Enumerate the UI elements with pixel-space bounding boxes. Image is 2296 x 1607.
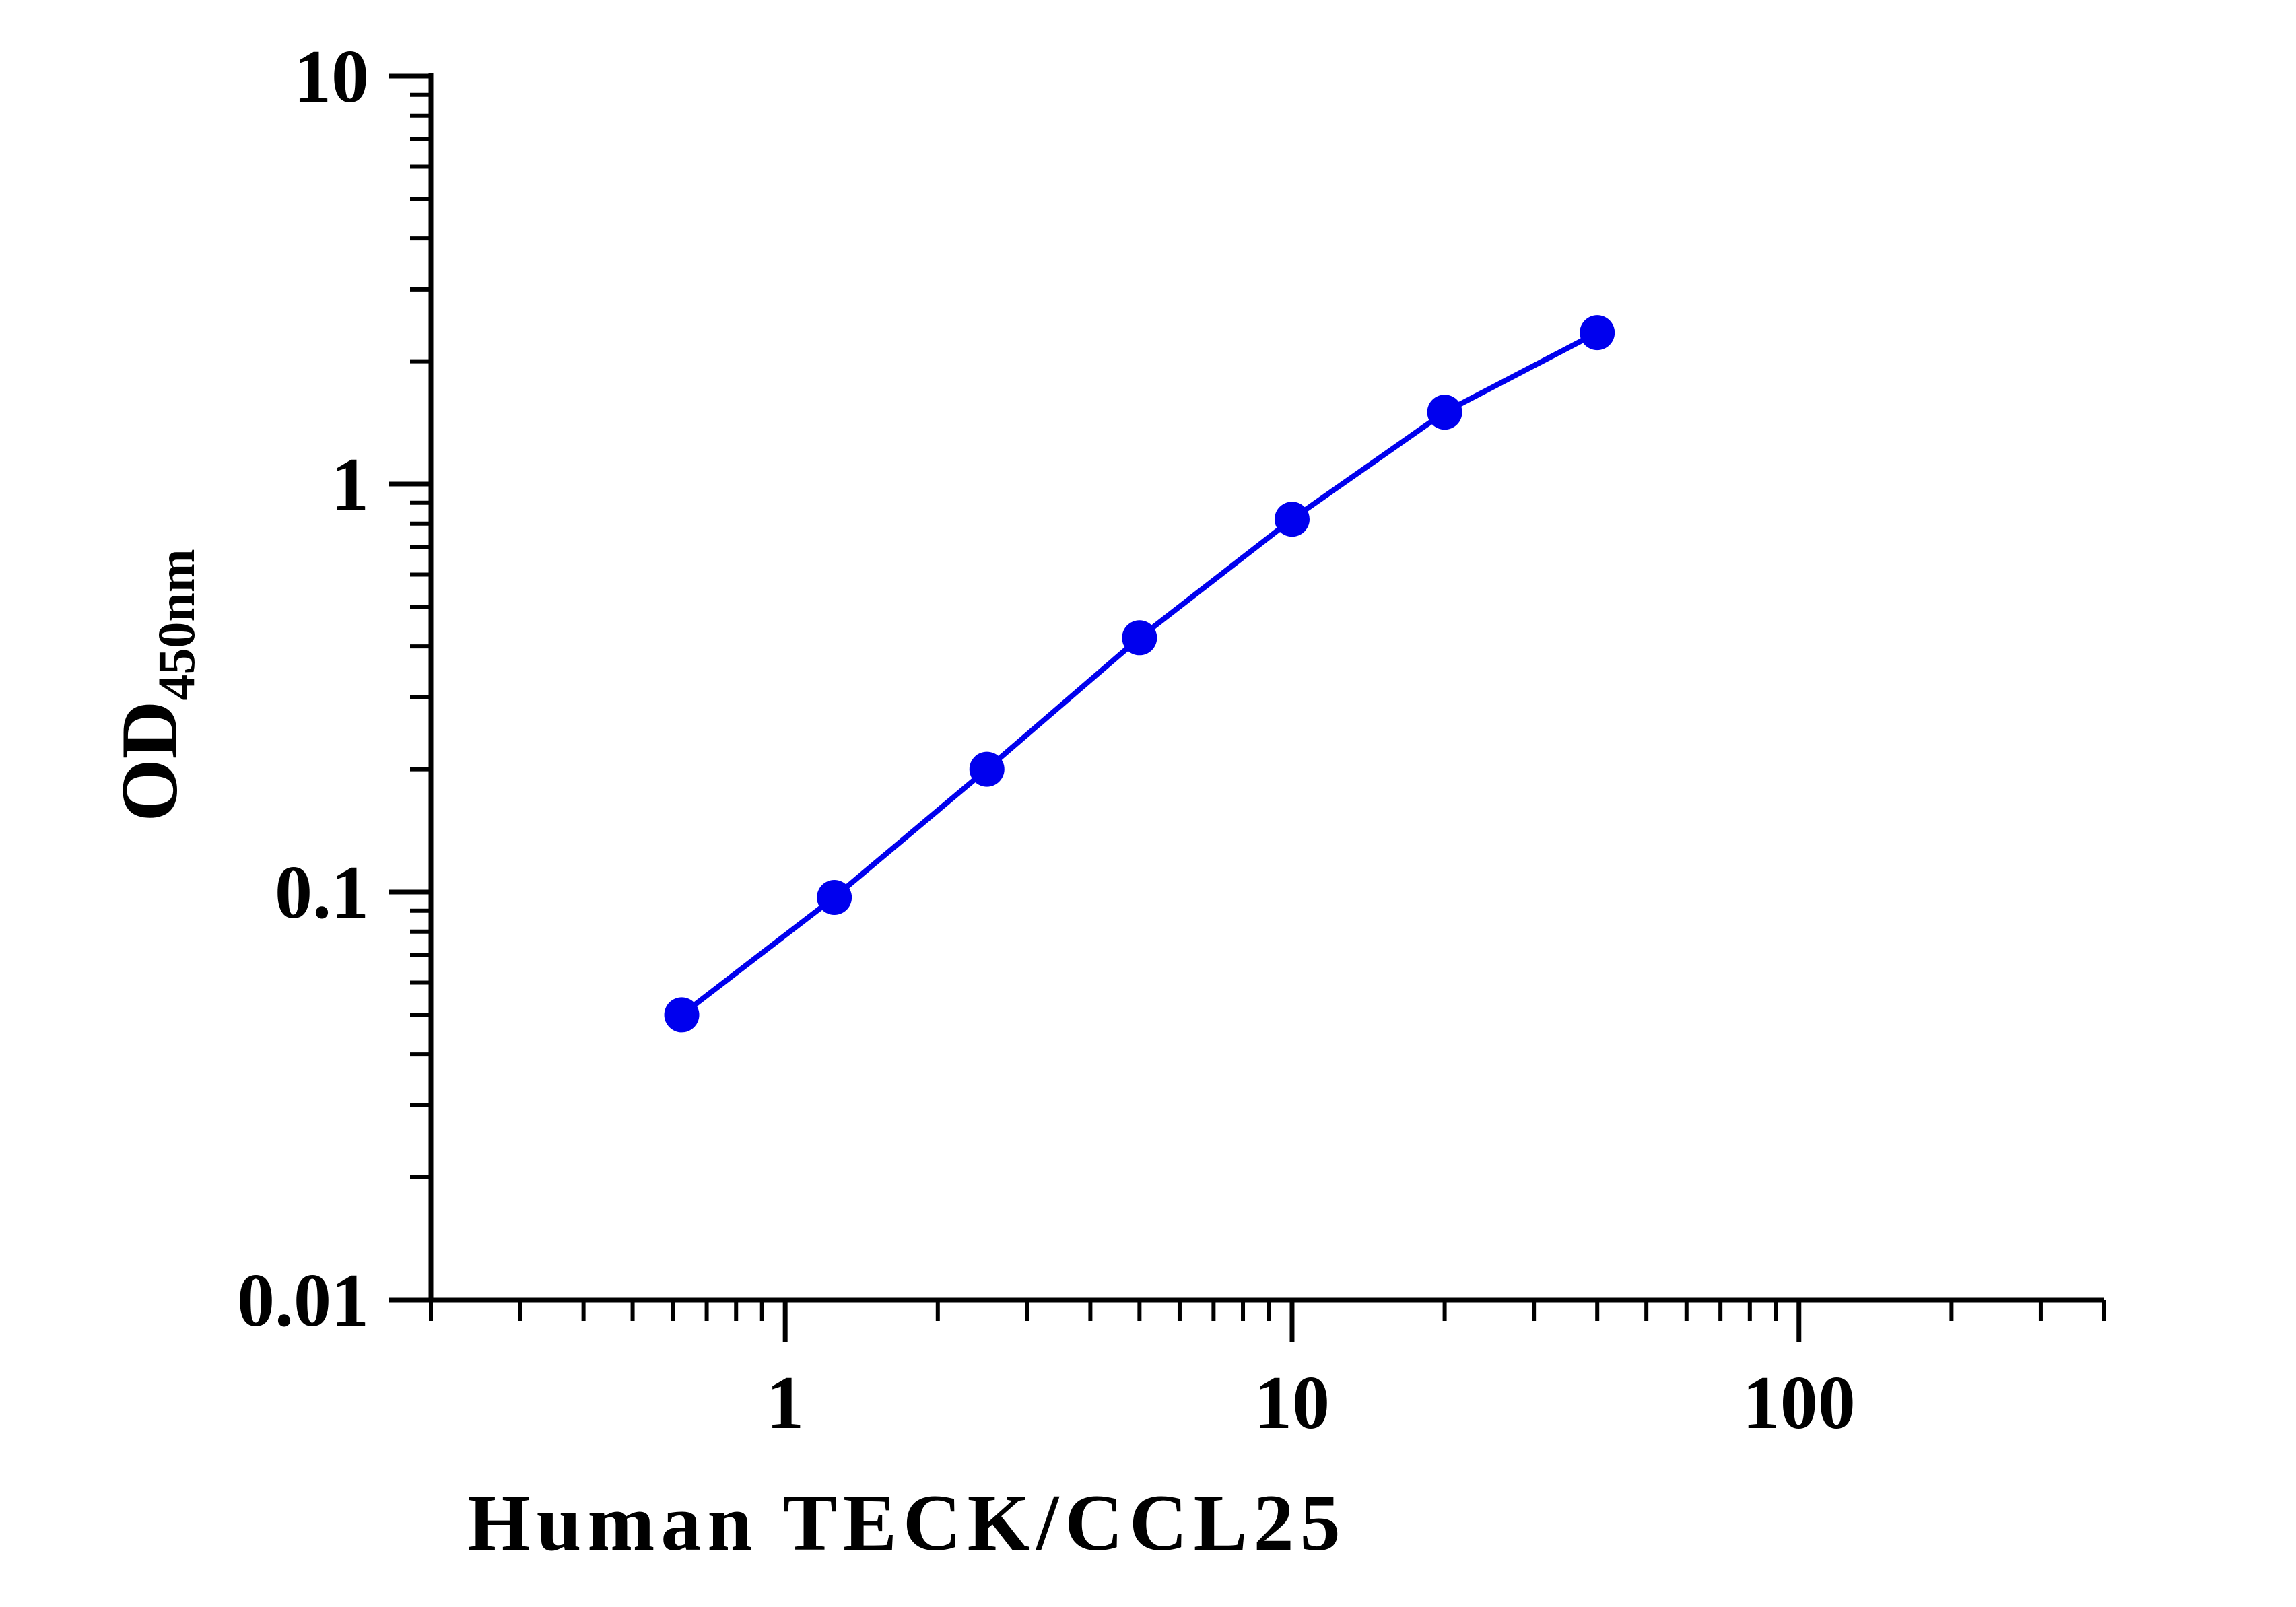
series-line (680, 330, 1599, 1017)
series-layer (664, 315, 1615, 1033)
x-tick-label: 100 (1743, 1361, 1856, 1445)
data-point (817, 880, 852, 916)
y-axis-title-main: OD (104, 701, 194, 822)
data-point (1427, 395, 1462, 430)
data-point (969, 751, 1005, 787)
y-axis-title: OD450nm (104, 549, 205, 821)
data-point (664, 997, 700, 1033)
y-tick-label: 10 (294, 35, 369, 118)
x-tick-label: 1 (766, 1361, 804, 1445)
y-tick-label: 0.1 (275, 851, 369, 934)
y-tick-label: 1 (331, 443, 369, 526)
x-tick-label: 10 (1254, 1361, 1330, 1445)
x-axis-title: Human TECK/CCL25 (467, 1478, 1346, 1567)
y-axis-title-subscript: 450nm (147, 549, 205, 700)
data-point (1580, 315, 1615, 351)
data-point (1122, 620, 1157, 656)
axes: 0.01 0.1 1 10 1 10 100 (237, 35, 2106, 1445)
y-tick-label: 0.01 (237, 1259, 369, 1342)
data-point (1274, 502, 1310, 537)
